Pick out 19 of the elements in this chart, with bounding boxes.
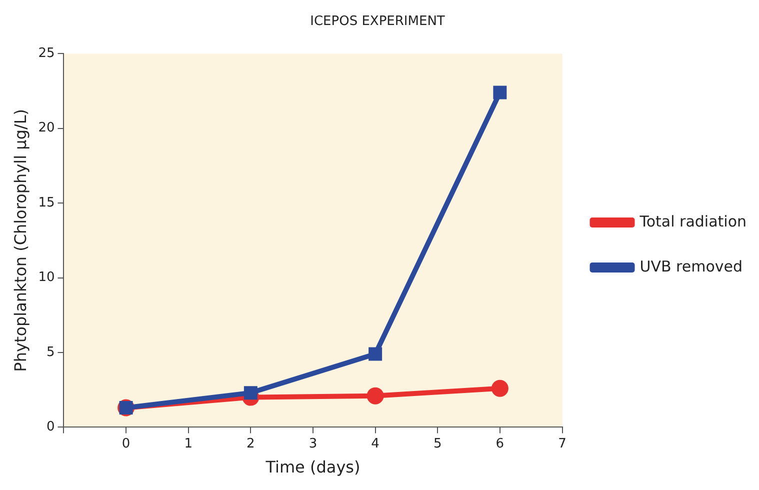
x-tick-label: 4 bbox=[371, 436, 380, 452]
y-tick-label: 15 bbox=[38, 195, 55, 210]
y-tick-label: 20 bbox=[38, 120, 55, 136]
chart-title: ICEPOS EXPERIMENT bbox=[310, 14, 445, 30]
y-tick-label: 0 bbox=[46, 420, 55, 435]
x-tick-label: 0 bbox=[122, 436, 130, 452]
y-axis-title: Phytoplankton (Chlorophyll μg/L) bbox=[10, 108, 30, 372]
legend-label: Total radiation bbox=[638, 212, 747, 230]
y-tick-label: 10 bbox=[38, 270, 55, 286]
x-tick-label: 7 bbox=[558, 436, 566, 452]
x-tick-label: 3 bbox=[308, 436, 318, 452]
x-tick-label: 1 bbox=[184, 436, 193, 452]
x-tick-label: 2 bbox=[246, 436, 255, 452]
x-axis-title: Time (days) bbox=[264, 458, 360, 477]
x-tick-label: 5 bbox=[433, 436, 442, 452]
y-tick-label: 25 bbox=[38, 46, 55, 61]
y-tick-label: 5 bbox=[46, 344, 55, 360]
x-tick-label: 6 bbox=[496, 436, 504, 452]
legend-label: UVB removed bbox=[640, 257, 743, 276]
